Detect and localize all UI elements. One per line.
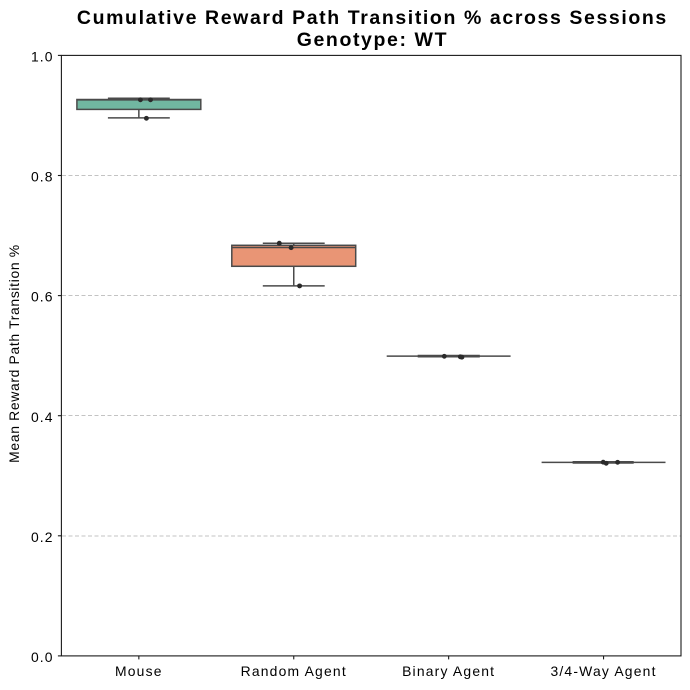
svg-text:Mean Reward Path Transition %: Mean Reward Path Transition % [6,244,22,463]
svg-text:0.2: 0.2 [31,529,53,545]
svg-text:0.8: 0.8 [31,169,53,185]
svg-text:1.0: 1.0 [31,49,53,65]
svg-text:Genotype: WT: Genotype: WT [297,29,448,51]
svg-text:0.0: 0.0 [31,649,53,665]
svg-text:Cumulative Reward Path Transit: Cumulative Reward Path Transition % acro… [77,7,668,29]
svg-text:Random Agent: Random Agent [241,663,347,679]
svg-text:0.6: 0.6 [31,289,53,305]
svg-text:0.4: 0.4 [31,409,53,425]
svg-text:3/4-Way Agent: 3/4-Way Agent [550,663,656,679]
svg-text:Mouse: Mouse [115,663,163,679]
svg-text:Binary Agent: Binary Agent [402,663,495,679]
